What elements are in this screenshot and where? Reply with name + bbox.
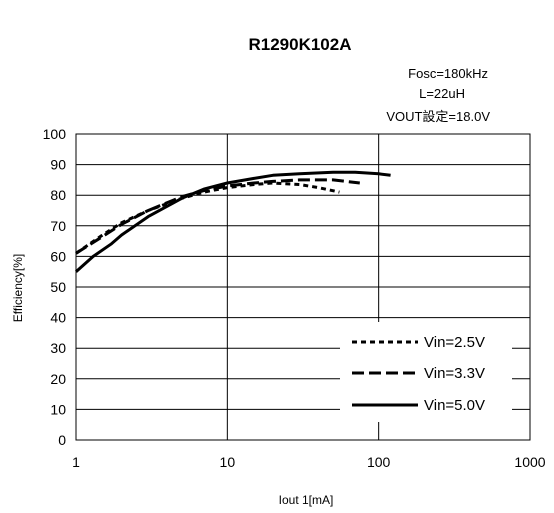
y-tick-label: 40	[50, 310, 66, 326]
y-tick-label: 80	[50, 187, 66, 203]
y-tick-label: 20	[50, 371, 66, 387]
series-lines	[75, 170, 391, 273]
annotation-fosc: Fosc=180kHz	[408, 66, 488, 81]
y-tick-label: 30	[50, 340, 66, 356]
x-axis-label: Iout 1[mA]	[279, 493, 334, 507]
x-tick-label: 100	[367, 454, 391, 470]
y-tick-label: 90	[50, 157, 66, 173]
grid-lines	[76, 134, 530, 440]
y-tick-label: 60	[50, 248, 66, 264]
series-line-dotted	[75, 181, 340, 255]
y-tick-label: 10	[50, 401, 66, 417]
x-tick-label: 1000	[514, 454, 545, 470]
legend-label: Vin=2.5V	[424, 334, 485, 351]
y-tick-label: 100	[43, 126, 67, 142]
annotation-vout: VOUT設定=18.0V	[386, 109, 490, 124]
y-tick-label: 70	[50, 218, 66, 234]
y-axis-label: Efficiency[%]	[11, 254, 25, 322]
series-line-solid	[75, 170, 391, 273]
y-tick-label: 0	[58, 432, 66, 448]
legend: Vin=2.5V Vin=3.3V Vin=5.0V	[340, 322, 512, 422]
x-tick-label: 1	[72, 454, 80, 470]
legend-label: Vin=3.3V	[424, 365, 485, 382]
legend-label: Vin=5.0V	[424, 397, 485, 414]
annotation-inductance: L=22uH	[419, 86, 465, 101]
series-line-dashed	[75, 178, 360, 255]
plot-frame	[75, 133, 531, 441]
y-tick-label: 50	[50, 279, 66, 295]
x-tick-label: 10	[220, 454, 236, 470]
chart-title: R1290K102A	[248, 35, 351, 54]
